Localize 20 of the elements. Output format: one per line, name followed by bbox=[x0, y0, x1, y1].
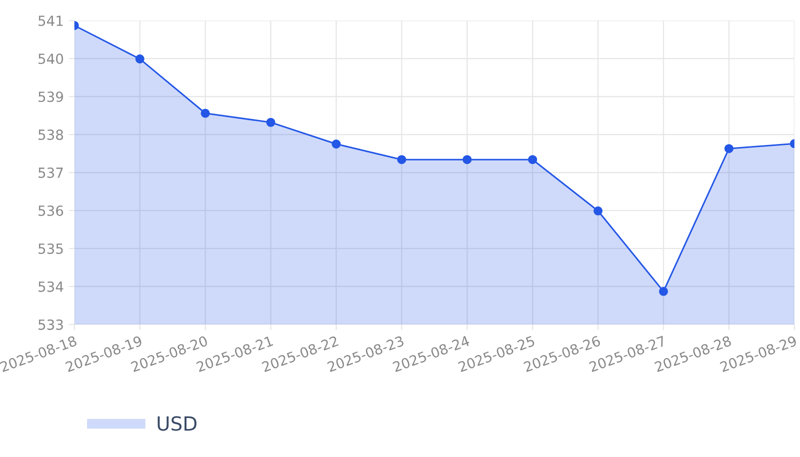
y-tick-label: 540 bbox=[38, 54, 64, 64]
point bbox=[528, 155, 538, 164]
point bbox=[397, 155, 406, 164]
y-tick-label: 537 bbox=[38, 167, 63, 178]
point bbox=[135, 54, 144, 64]
y-tick-label: 536 bbox=[38, 205, 64, 216]
y-tick-label: 535 bbox=[38, 243, 63, 254]
point bbox=[724, 144, 734, 154]
point bbox=[332, 140, 341, 149]
y-tick-label: 538 bbox=[38, 130, 64, 140]
point bbox=[266, 118, 276, 127]
y-tick-label: 539 bbox=[38, 92, 64, 102]
point bbox=[658, 286, 668, 296]
point bbox=[594, 206, 603, 216]
y-tick-label: 534 bbox=[38, 281, 64, 292]
legend-label: USD bbox=[158, 416, 196, 431]
y-tick-label: 533 bbox=[38, 319, 63, 330]
point bbox=[200, 108, 210, 118]
point bbox=[462, 155, 472, 164]
y-tick-label: 541 bbox=[38, 16, 63, 26]
